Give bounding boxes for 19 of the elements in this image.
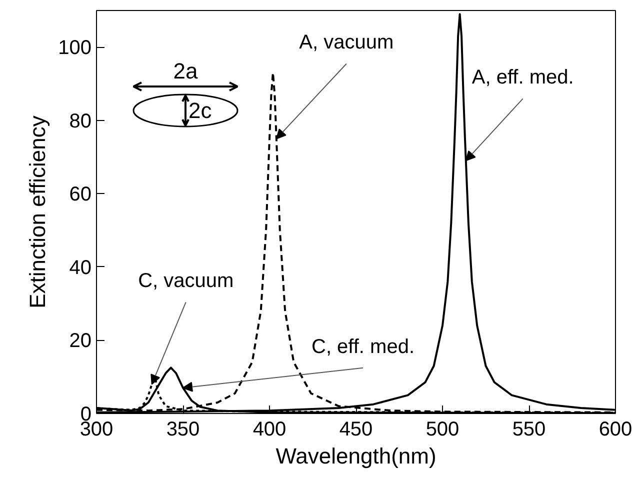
y-tick-label: 60 (69, 184, 92, 206)
y-tick-label: 80 (69, 110, 92, 132)
annotation: C, eff. med. (311, 336, 415, 358)
y-tick-label: 20 (69, 330, 92, 352)
x-tick-label: 350 (166, 418, 200, 440)
y-axis-title: Extinction efficiency (25, 116, 50, 308)
x-tick-label: 400 (252, 418, 286, 440)
x-tick-label: 550 (512, 418, 546, 440)
annotation: C, vacuum (138, 270, 234, 292)
y-tick-label: 100 (58, 37, 92, 60)
x-tick-label: 600 (598, 418, 632, 440)
annotation: A, vacuum (299, 32, 394, 54)
y-tick-label: 40 (69, 256, 92, 279)
annotation: A, eff. med. (472, 66, 574, 89)
annotation: 2c (188, 98, 212, 123)
x-tick-label: 450 (339, 418, 373, 440)
annotation: 2a (173, 58, 198, 84)
x-axis-title: Wavelength(nm) (276, 444, 436, 468)
x-tick-label: 500 (426, 418, 460, 440)
